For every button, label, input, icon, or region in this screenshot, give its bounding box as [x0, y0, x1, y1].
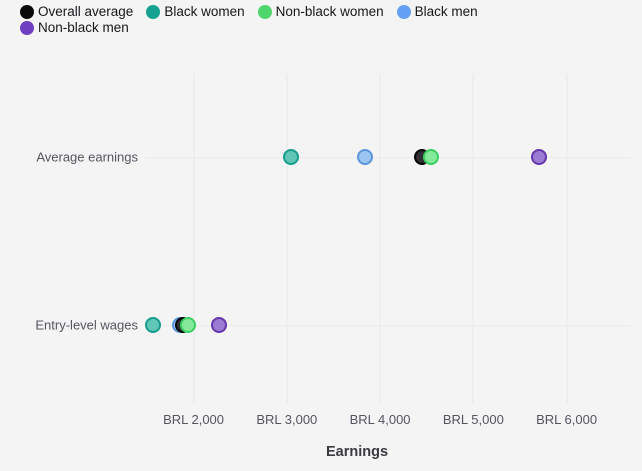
plot-area	[145, 74, 630, 404]
legend-swatch-icon	[20, 21, 34, 35]
legend-label: Non-black men	[38, 20, 129, 35]
gridline-vertical	[566, 74, 568, 404]
legend-swatch-icon	[20, 5, 34, 19]
dot-non-black-men-entry-level-wages[interactable]	[210, 317, 227, 334]
x-tick-label: BRL 3,000	[256, 412, 318, 427]
x-axis: BRL 2,000 BRL 3,000 BRL 4,000 BRL 5,000 BRL …	[146, 412, 630, 430]
legend-label: Overall average	[38, 4, 134, 19]
legend-swatch-icon	[146, 5, 161, 19]
category-label-average-earnings: Average earnings	[36, 149, 138, 165]
gridline-row	[146, 157, 630, 159]
x-axis-title: Earnings	[325, 444, 389, 460]
dot-black-men-average-earnings[interactable]	[357, 149, 374, 166]
x-tick-label: BRL 6,000	[536, 412, 598, 427]
x-tick-label: BRL 5,000	[442, 412, 504, 427]
legend-label: Black women	[164, 4, 245, 19]
legend-label: Black men	[414, 4, 478, 19]
gridline-vertical	[286, 74, 288, 404]
dot-black-women-average-earnings[interactable]	[283, 149, 300, 166]
category-label-entry-level-wages: Entry-level wages	[35, 317, 138, 333]
legend-swatch-icon	[396, 5, 411, 19]
gridline-vertical	[379, 74, 381, 404]
x-tick-label: BRL 4,000	[349, 412, 411, 427]
legend-label: Non-black women	[275, 4, 384, 19]
legend-item-overall-average: Overall average	[20, 4, 133, 20]
legend-item-black-women: Black women	[146, 4, 245, 20]
gridline-vertical	[193, 74, 195, 404]
dot-black-women-entry-level-wages[interactable]	[145, 317, 162, 334]
dot-non-black-men-average-earnings[interactable]	[530, 149, 547, 166]
gridline-row	[146, 325, 630, 327]
x-tick-label: BRL 2,000	[163, 412, 225, 427]
dot-non-black-women-average-earnings[interactable]	[423, 149, 440, 166]
legend-item-black-men: Black men	[396, 4, 478, 20]
legend-swatch-icon	[257, 5, 272, 19]
gridline-vertical	[472, 74, 474, 404]
legend: Overall average Black women Non-black wome…	[20, 4, 560, 36]
dot-non-black-women-entry-level-wages[interactable]	[179, 317, 196, 334]
legend-item-non-black-women: Non-black women	[257, 4, 384, 20]
legend-item-non-black-men: Non-black men	[20, 20, 129, 36]
